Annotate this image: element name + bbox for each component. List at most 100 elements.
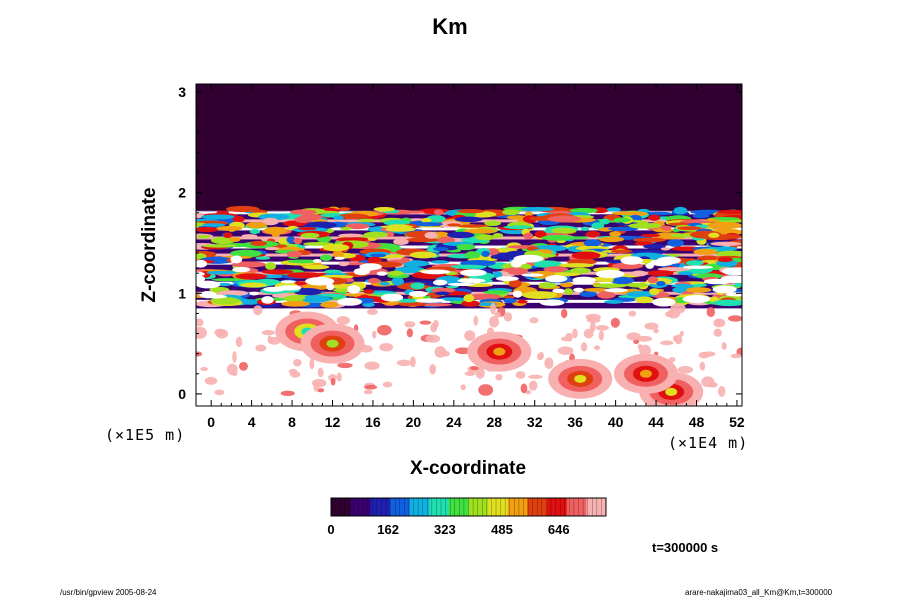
y-tick-label: 1: [178, 285, 186, 301]
heatmap-gap: [573, 287, 585, 293]
heatmap-streak: [630, 252, 664, 259]
heatmap-streak: [217, 290, 249, 297]
heatmap-gap: [432, 279, 448, 286]
heatmap-streak: [337, 213, 369, 220]
heatmap-streak: [302, 264, 330, 270]
heatmap-streak: [388, 270, 404, 276]
heatmap-streak: [336, 237, 370, 242]
x-tick-label: 28: [486, 414, 502, 430]
heatmap-streak: [286, 250, 302, 258]
heatmap-streak: [229, 249, 262, 258]
heatmap-streak: [299, 214, 323, 221]
heatmap-speckle: [495, 373, 503, 381]
heatmap-streak: [410, 282, 425, 290]
heatmap-streak: [281, 300, 310, 307]
heatmap-gap: [420, 269, 451, 275]
heatmap-streak: [657, 267, 692, 272]
heatmap-speckle: [525, 389, 532, 395]
heatmap-streak: [332, 250, 344, 258]
heatmap-speckle: [309, 357, 315, 370]
heatmap-streak: [464, 251, 481, 260]
heatmap-speckle: [366, 308, 378, 316]
heatmap-speckle: [598, 330, 604, 341]
heatmap-streak: [475, 234, 496, 241]
heatmap-streak: [457, 208, 485, 214]
heatmap-streak: [383, 219, 411, 226]
heatmap-speckle: [372, 330, 377, 339]
heatmap-speckle: [288, 368, 298, 374]
heatmap-streak: [363, 231, 389, 238]
heatmap-streak: [287, 259, 320, 264]
heatmap-streak: [450, 264, 486, 269]
heatmap-streak: [264, 262, 277, 270]
heatmap-streak: [693, 248, 718, 255]
heatmap-speckle: [572, 328, 578, 339]
heatmap-streak: [686, 260, 704, 266]
heatmap-streak: [591, 222, 605, 230]
heatmap-gap: [595, 269, 625, 279]
x-tick-label: 20: [406, 414, 422, 430]
heatmap-speckle: [382, 381, 393, 388]
heatmap-streak: [610, 249, 632, 254]
y-tick-label: 2: [178, 185, 186, 201]
heatmap-speckle: [528, 380, 538, 391]
heatmap-gap: [652, 297, 676, 307]
heatmap-streak: [662, 225, 672, 231]
heatmap-speckle: [721, 342, 727, 350]
heatmap-speckle: [454, 347, 471, 355]
heatmap-speckle: [441, 350, 450, 357]
heatmap-streak: [411, 222, 444, 227]
heatmap-speckle: [478, 384, 494, 396]
heatmap-streak: [549, 210, 572, 215]
heatmap-speckle: [538, 351, 544, 360]
heatmap-streak: [301, 295, 330, 303]
heatmap-speckle: [528, 374, 543, 379]
heatmap-streak: [598, 236, 625, 243]
heatmap-streak: [673, 246, 686, 250]
x-tick-label: 48: [689, 414, 705, 430]
heatmap-upper-layer: [196, 84, 742, 211]
heatmap-gap: [263, 286, 286, 292]
colorbar-tick-label: 162: [377, 522, 399, 537]
heatmap-streak: [604, 300, 624, 304]
heatmap-streak: [560, 281, 574, 288]
heatmap-streak: [516, 299, 528, 304]
heatmap-streak: [733, 282, 742, 288]
heatmap-streak: [677, 226, 702, 231]
heatmap-gap: [513, 254, 544, 263]
heatmap-streak: [431, 287, 456, 293]
heatmap-speckle: [639, 344, 651, 356]
heatmap-speckle: [292, 359, 302, 367]
heatmap-streak: [643, 244, 666, 249]
heatmap-streak: [197, 234, 211, 239]
heatmap-streak: [397, 298, 420, 303]
heatmap-gap: [721, 267, 742, 276]
heatmap-streak: [320, 254, 333, 262]
heatmap-gap: [196, 275, 206, 283]
heatmap-gap: [723, 275, 742, 280]
heatmap-streak: [202, 223, 226, 227]
heatmap-gap: [457, 278, 486, 284]
heatmap-streak: [579, 291, 598, 298]
heatmap-gap: [347, 284, 361, 294]
heatmap-streak: [633, 237, 666, 243]
heatmap-streak: [438, 297, 467, 302]
heatmap-streak: [293, 295, 306, 301]
heatmap-streak: [338, 261, 350, 267]
heatmap-gap: [376, 271, 388, 276]
heatmap-streak: [206, 270, 237, 275]
heatmap-speckle: [214, 389, 225, 396]
heatmap-streak: [641, 233, 661, 238]
heatmap-gap: [414, 298, 446, 303]
heatmap-streak: [409, 251, 437, 259]
heatmap-gap: [649, 259, 674, 267]
x-tick-label: 8: [288, 414, 296, 430]
heatmap-streak: [369, 253, 387, 258]
heatmap-gap: [199, 291, 217, 299]
heatmap-streak: [201, 214, 236, 220]
heatmap-streak: [563, 288, 574, 295]
heatmap-streak: [333, 215, 344, 220]
x-tick-label: 44: [648, 414, 664, 430]
heatmap-patch-center: [493, 347, 506, 356]
heatmap-speckle: [336, 316, 350, 325]
